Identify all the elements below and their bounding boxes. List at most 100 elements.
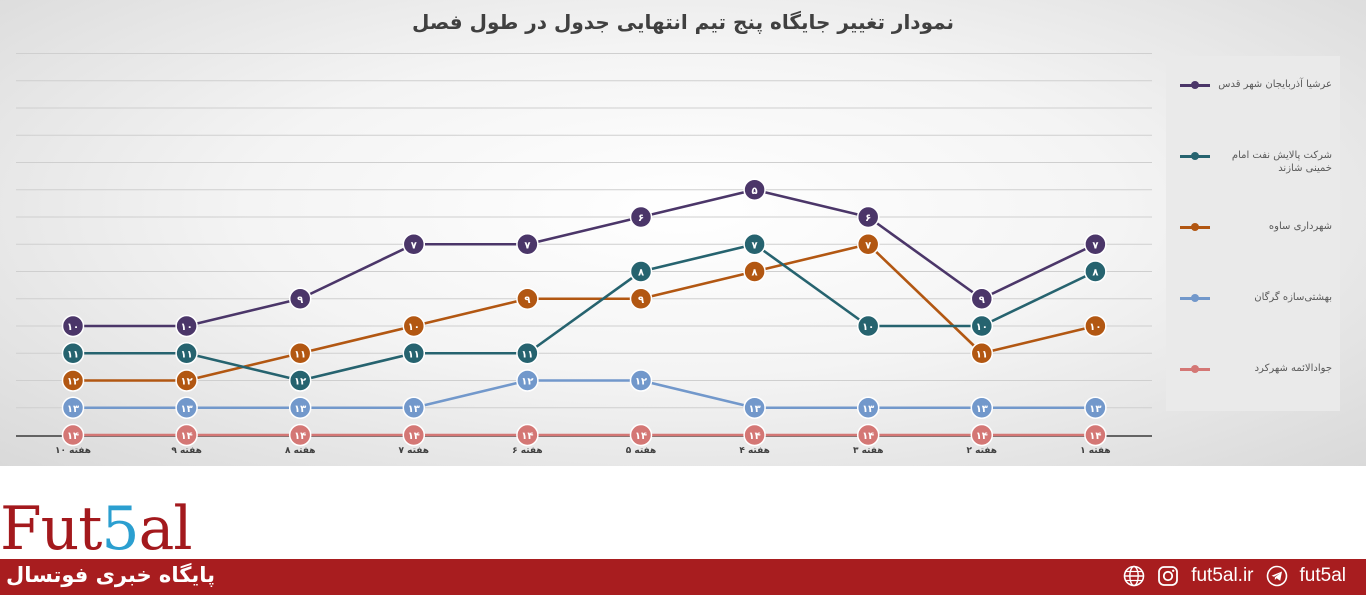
legend-swatch [1180,223,1210,233]
legend-label: بهشتی‌سازه گرگان [1254,292,1332,303]
data-label: ۱۴ [180,431,192,442]
website-link[interactable]: fut5al.ir [1191,565,1254,586]
data-point [1084,396,1107,419]
data-label: ۱۲ [635,377,647,388]
data-point [1084,314,1107,338]
x-tick-label: هفته ۶ [512,446,542,456]
data-point [175,369,198,392]
data-point [516,287,539,310]
data-label: ۱۰ [180,322,192,333]
data-label: ۹ [638,295,644,306]
data-label: ۱۴ [408,431,420,442]
legend-swatch [1180,365,1210,375]
legend-item: جوادالائمه شهرکرد [1180,362,1332,375]
data-label: ۱۳ [1089,404,1101,415]
data-point [856,423,880,447]
data-point [856,205,880,229]
data-label: ۱۰ [1089,322,1101,333]
data-point [61,396,85,419]
logo-text-suffix: al [138,494,193,564]
data-label: ۹ [979,295,985,306]
data-point [970,342,994,365]
series-line [73,242,1096,382]
data-point [516,423,539,447]
data-point [856,233,880,256]
x-tick-label: هفته ۸ [285,446,315,456]
data-label: ۷ [865,240,871,251]
legend-label: شرکت پالایش نفت امام خمینی شازند [1231,150,1332,174]
chart-area: هفته ۱۰ هفته ۹ هفته ۸ هفته ۷ هفته ۶ هفته ۵ هفت… [0,0,1366,466]
logo-text-five: 5 [101,494,139,564]
legend-label: عرشیا آذربایجان شهر قدس [1218,79,1332,90]
data-point [970,396,994,419]
legend-label: جوادالائمه شهرکرد [1254,363,1332,374]
data-label: ۶ [638,213,644,224]
series-line [73,188,1096,328]
data-label: ۱۰ [976,322,988,333]
data-label: ۱۳ [294,404,306,415]
data-point [516,369,539,392]
data-point [629,423,653,447]
legend-item: شهرداری ساوه [1180,220,1332,233]
data-label: ۱۳ [408,404,420,415]
social-links: fut5al.ir fut5al [1117,565,1352,587]
data-label: ۷ [1092,240,1098,251]
data-label: ۱۲ [294,377,306,388]
legend-item: بهشتی‌سازه گرگان [1180,291,1332,304]
data-label: ۹ [297,295,303,306]
data-label: ۸ [1092,268,1098,279]
data-label: ۱۴ [748,431,760,442]
data-label: ۱۴ [521,431,533,442]
series-line [73,379,1096,410]
data-point [629,369,653,392]
footer: Fut5al پایگاه خبری فوتسال fut5al.ir fut5… [0,466,1366,595]
data-point [743,423,766,447]
data-label: ۱۴ [294,431,306,442]
logo-text-prefix: Fut [0,494,102,564]
data-point [516,342,539,365]
x-tick-label: هفته ۱۰ [55,446,91,456]
data-point [61,423,85,447]
x-tick-label: هفته ۳ [853,446,883,456]
legend-swatch [1180,294,1210,304]
chart-title: نمودار تغییر جایگاه پنج تیم انتهایی جدول… [411,10,955,34]
data-label: ۱۴ [635,431,647,442]
data-point [629,260,653,283]
legend-swatch [1180,152,1210,162]
globe-icon[interactable] [1123,565,1145,587]
data-label: ۱۴ [67,431,79,442]
data-label: ۱۱ [180,349,192,360]
data-point [743,233,766,256]
data-label: ۱۴ [976,431,988,442]
data-point [1084,260,1107,283]
data-point [61,342,85,365]
data-label: ۱۳ [976,404,988,415]
data-point [516,233,539,256]
data-point [175,314,198,338]
data-label: ۷ [411,240,417,251]
data-point [743,260,766,283]
brand-logo: Fut5al [0,494,193,564]
data-point [175,342,198,365]
telegram-icon[interactable] [1266,565,1288,587]
footer-bar: پایگاه خبری فوتسال fut5al.ir fut5al [0,559,1366,595]
line-chart: هفته ۱۰ هفته ۹ هفته ۸ هفته ۷ هفته ۶ هفته ۵ هفت… [16,53,1152,456]
chart-legend: عرشیا آذربایجان شهر قدس شرکت پالایش نفت … [1166,56,1340,411]
data-point [970,423,994,447]
data-label: ۱۴ [1089,431,1101,442]
data-point [1084,233,1107,256]
data-point [288,287,312,310]
data-label: ۶ [865,213,871,224]
data-point [629,205,653,229]
x-tick-label: هفته ۲ [967,446,997,456]
data-label: ۱۱ [976,349,988,360]
data-label: ۷ [752,240,758,251]
data-point [288,423,312,447]
data-point [1084,423,1107,447]
data-label: ۹ [524,295,530,306]
data-label: ۱۱ [294,349,306,360]
instagram-icon[interactable] [1157,565,1179,587]
telegram-handle[interactable]: fut5al [1299,565,1346,586]
data-label: ۸ [752,268,758,279]
data-point [970,287,994,310]
